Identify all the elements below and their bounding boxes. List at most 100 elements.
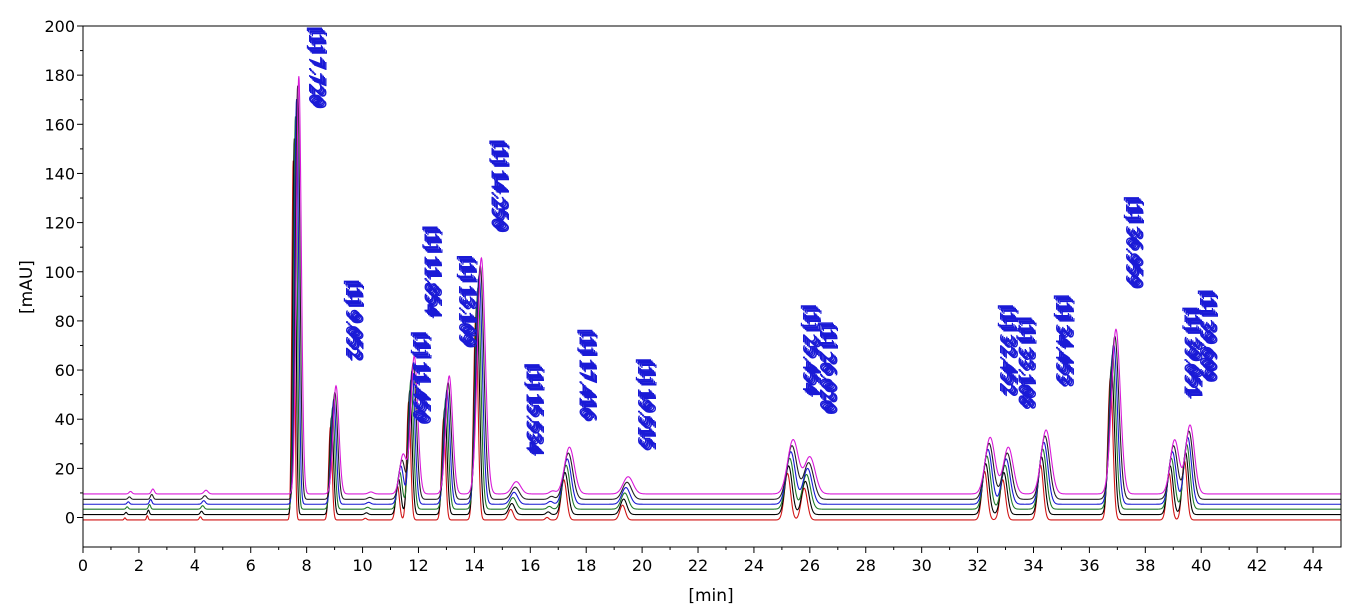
trace-line-4 <box>83 85 1341 500</box>
trace-line-2 <box>83 116 1341 510</box>
peak-label: [1] 33.108 <box>1013 316 1033 405</box>
peak-label: [1] 25.454 <box>799 305 819 394</box>
series-layer <box>83 76 1341 521</box>
x-axis-ticks: 0 2 4 6 8 10 12 14 16 18 20 22 24 26 28 30 32 34 36 38 40 42 4… <box>78 547 1323 575</box>
peak-label: [1] 39.051 <box>1184 310 1204 399</box>
peak-label: [1] 33.108 <box>1019 321 1039 410</box>
peak-label: [1] 36.959 <box>1122 197 1142 286</box>
peak-label: [1] 9.052 <box>341 279 361 357</box>
trace-line-5 <box>83 76 1341 495</box>
peak-label: [1] 33.108 <box>1016 319 1036 408</box>
peak-label: [1] 11.450 <box>413 336 433 425</box>
peak-label: [1] 34.453 <box>1052 295 1072 384</box>
peak-label: [1] 11.854 <box>424 230 444 319</box>
peak-label: [1] 39.609 <box>1199 293 1219 382</box>
x-tick-label: 2 <box>134 556 144 575</box>
y-tick-label: 0 <box>65 509 75 528</box>
peak-label: [1] 7.720 <box>306 29 326 107</box>
peak-label: [1] 26.020 <box>817 324 837 413</box>
x-tick-label: 40 <box>1191 556 1211 575</box>
peak-label: [1] 39.051 <box>1185 311 1205 400</box>
x-tick-label: 8 <box>302 556 312 575</box>
peak-label: [1] 7.720 <box>304 26 324 104</box>
peak-label: [1] 17.416 <box>578 332 598 421</box>
peak-label: [1] 11.854 <box>419 225 439 314</box>
peak-label: [1] 26.020 <box>816 322 836 411</box>
y-tick-label: 40 <box>55 410 75 429</box>
y-tick-label: 120 <box>44 214 75 233</box>
peak-label: [1] 15.534 <box>525 367 545 456</box>
peak-label: [1] 17.416 <box>574 328 594 417</box>
peak-label: [1] 13.109 <box>458 258 478 347</box>
peak-label: [1] 19.515 <box>636 360 656 449</box>
peak-label: [1] 13.109 <box>454 255 474 344</box>
peak-label: [1] 19.515 <box>634 359 654 448</box>
peak-label: [1] 11.854 <box>421 226 441 315</box>
peak-label: [1] 14.250 <box>492 144 512 233</box>
peak-label: [1] 26.020 <box>819 325 839 414</box>
y-tick-label: 160 <box>44 115 75 134</box>
x-tick-label: 42 <box>1247 556 1267 575</box>
peak-label: [1] 34.453 <box>1056 299 1076 388</box>
trace-line-0 <box>83 160 1341 521</box>
peak-label: [1] 39.051 <box>1181 307 1201 396</box>
peak-label: [1] 34.453 <box>1051 294 1071 383</box>
peak-label: [1] 33.108 <box>1015 317 1035 406</box>
peak-label: [1] 7.720 <box>305 27 325 105</box>
x-tick-label: 0 <box>78 556 88 575</box>
peak-label: [1] 25.454 <box>798 304 818 393</box>
peak-label: [1] 33.108 <box>1017 320 1037 409</box>
plot-frame <box>82 25 1342 548</box>
peak-label: [1] 11.854 <box>423 229 443 318</box>
peak-label: [1] 32.452 <box>1000 309 1020 398</box>
x-tick-label: 34 <box>1023 556 1043 575</box>
y-tick-label: 20 <box>55 459 75 478</box>
y-axis-ticks: 0 20 40 60 80 100 120 140 160 180 200 <box>44 17 83 528</box>
peak-label: [1] 7.720 <box>309 31 329 109</box>
y-tick-label: 100 <box>44 263 75 282</box>
x-axis-title: [min] <box>688 586 733 606</box>
peak-label: [1] 36.959 <box>1125 199 1145 288</box>
peak-label: [1] 15.534 <box>527 368 547 457</box>
peak-label: [1] 11.854 <box>422 228 442 317</box>
x-tick-label: 18 <box>576 556 596 575</box>
peak-label: [1] 19.515 <box>633 358 653 447</box>
peak-label: [1] 32.452 <box>995 304 1015 393</box>
x-tick-label: 32 <box>967 556 987 575</box>
peak-label: [1] 32.452 <box>999 308 1019 397</box>
peak-label: [1] 36.959 <box>1121 196 1141 285</box>
peak-label: [1] 39.609 <box>1198 292 1218 381</box>
x-tick-label: 28 <box>856 556 876 575</box>
peak-label: [1] 11.450 <box>411 333 431 422</box>
x-tick-label: 4 <box>190 556 200 575</box>
peak-label: [1] 11.450 <box>408 331 428 420</box>
peak-label: [1] 15.534 <box>521 363 541 452</box>
x-tick-label: 20 <box>632 556 652 575</box>
peak-label: [1] 34.453 <box>1055 298 1075 387</box>
peak-label: [1] 17.416 <box>576 330 596 419</box>
x-tick-label: 26 <box>800 556 820 575</box>
y-axis-title: [mAU] <box>17 260 37 314</box>
peak-label: [1] 11.450 <box>409 332 429 421</box>
x-tick-label: 30 <box>911 556 931 575</box>
x-tick-label: 16 <box>520 556 540 575</box>
trace-line-3 <box>83 98 1341 505</box>
peak-label: [1] 13.109 <box>459 260 479 349</box>
peak-label: [1] 39.051 <box>1180 306 1200 395</box>
x-tick-label: 22 <box>688 556 708 575</box>
x-tick-label: 38 <box>1135 556 1155 575</box>
peak-label: [1] 39.609 <box>1195 289 1215 378</box>
peak-label: [1] 25.454 <box>802 308 822 397</box>
peak-label: [1] 36.959 <box>1126 201 1146 290</box>
x-tick-label: 24 <box>744 556 764 575</box>
y-tick-label: 80 <box>55 312 75 331</box>
peak-label: [1] 13.109 <box>456 256 476 345</box>
peak-label: [1] 9.052 <box>342 280 362 358</box>
peak-label: [1] 15.534 <box>523 364 543 453</box>
peak-label: [1] 14.250 <box>488 140 508 229</box>
trace-line-1 <box>83 138 1341 516</box>
peak-label: [1] 39.609 <box>1200 294 1220 383</box>
peak-label: [1] 9.052 <box>344 282 364 360</box>
peak-label: [1] 34.453 <box>1054 296 1074 385</box>
